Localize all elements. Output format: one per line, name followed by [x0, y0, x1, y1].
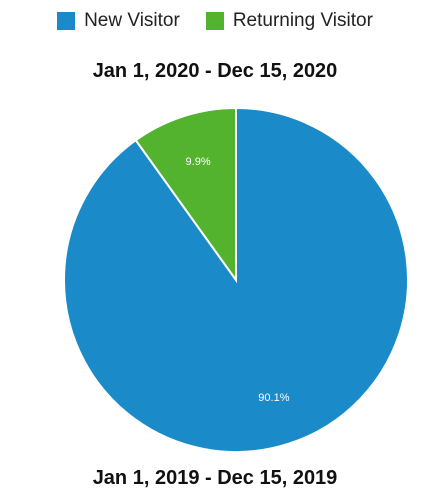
- legend-item-returning-visitor[interactable]: Returning Visitor: [205, 10, 373, 32]
- pie-chart: 90.1% 9.9%: [63, 106, 409, 453]
- legend-item-new-visitor[interactable]: New Visitor: [57, 10, 180, 32]
- legend-label-returning-visitor: Returning Visitor: [232, 10, 373, 31]
- pie-slice-returning-visitor[interactable]: [134, 106, 237, 284]
- legend-label-new-visitor: New Visitor: [84, 10, 180, 31]
- footer-period-title: Jan 1, 2019 - Dec 15, 2019: [92, 467, 338, 489]
- chart-title: Jan 1, 2020 - Dec 15, 2020: [92, 60, 338, 82]
- legend-swatch-new-visitor: [57, 12, 76, 30]
- pie-label-new-visitor: 90.1%: [258, 392, 289, 404]
- legend-swatch-returning-visitor: [205, 12, 224, 30]
- pie-label-returning-visitor: 9.9%: [186, 156, 211, 168]
- chart-legend: New Visitor Returning Visitor: [0, 10, 430, 32]
